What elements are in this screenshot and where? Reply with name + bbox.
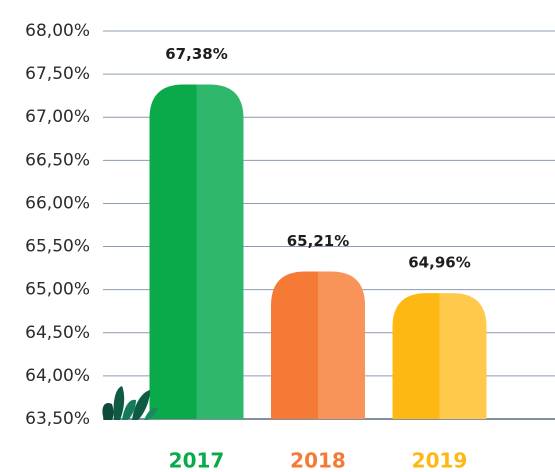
y-tick-label: 66,50%	[25, 150, 90, 170]
y-tick-label: 63,50%	[25, 409, 90, 429]
y-tick-label: 67,50%	[25, 64, 90, 84]
y-tick-label: 68,00%	[25, 21, 90, 41]
y-tick-label: 65,00%	[25, 280, 90, 300]
bar	[271, 271, 365, 419]
value-label: 65,21%	[287, 232, 349, 250]
plant-icon	[102, 386, 158, 420]
y-tick-label: 64,50%	[25, 323, 90, 343]
y-tick-label: 67,00%	[25, 107, 90, 127]
value-label: 67,38%	[165, 45, 227, 63]
x-tick-label: 2019	[412, 449, 468, 472]
x-tick-label: 2018	[290, 449, 346, 472]
y-tick-label: 66,00%	[25, 193, 90, 213]
x-tick-label: 2017	[169, 449, 225, 472]
y-tick-label: 64,00%	[25, 366, 90, 386]
y-tick-label: 65,50%	[25, 237, 90, 257]
bar	[392, 293, 487, 419]
bar	[149, 84, 244, 420]
value-label: 64,96%	[408, 254, 470, 272]
